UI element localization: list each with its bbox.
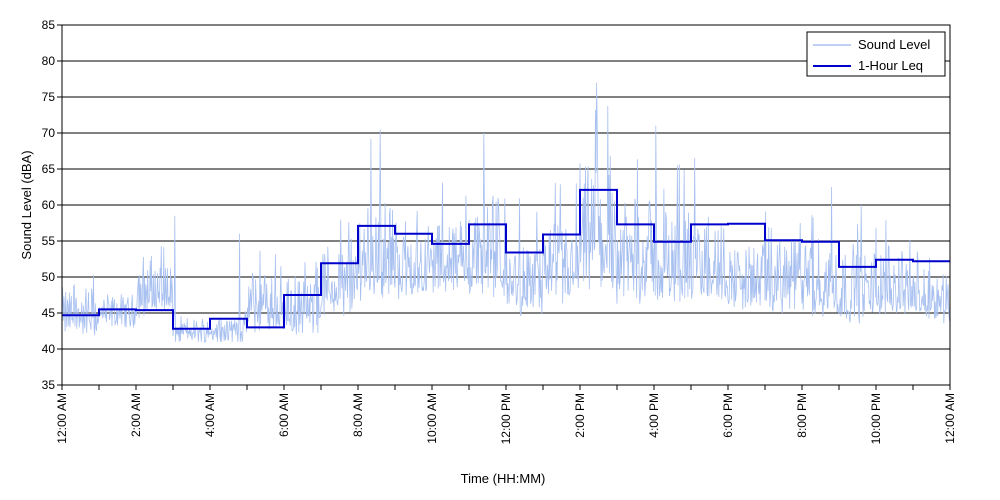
y-tick-label: 60 bbox=[42, 198, 56, 212]
y-tick-label: 85 bbox=[42, 18, 56, 32]
y-tick-label: 70 bbox=[42, 126, 56, 140]
legend-box bbox=[806, 31, 946, 77]
x-tick-label: 8:00 AM bbox=[351, 393, 365, 437]
x-axis-title: Time (HH:MM) bbox=[461, 471, 546, 486]
x-tick-label: 2:00 PM bbox=[573, 393, 587, 438]
x-tick-label: 8:00 PM bbox=[795, 393, 809, 438]
legend-label-1-hour-leq: 1-Hour Leq bbox=[858, 58, 923, 73]
x-tick-label: 6:00 AM bbox=[277, 393, 291, 437]
x-tick-label: 2:00 AM bbox=[129, 393, 143, 437]
y-axis: 35 40 45 50 55 60 65 70 75 80 85 bbox=[42, 18, 62, 392]
x-tick-label: 12:00 AM bbox=[943, 393, 957, 444]
y-tick-label: 45 bbox=[42, 306, 56, 320]
x-tick-label: 4:00 PM bbox=[647, 393, 661, 438]
y-tick-label: 40 bbox=[42, 342, 56, 356]
sound-level-line bbox=[61, 82, 951, 343]
y-tick-label: 55 bbox=[42, 234, 56, 248]
y-tick-label: 75 bbox=[42, 90, 56, 104]
series-1-hour-leq bbox=[62, 188, 950, 330]
y-tick-label: 65 bbox=[42, 162, 56, 176]
series-sound-level bbox=[61, 82, 951, 343]
leq-step-line bbox=[62, 188, 950, 330]
x-axis: 12:00 AM 2:00 AM 4:00 AM 6:00 AM 8:00 AM 10:0… bbox=[55, 385, 957, 444]
y-tick-label: 35 bbox=[42, 378, 56, 392]
x-tick-label: 10:00 AM bbox=[425, 393, 439, 444]
legend-label-sound-level: Sound Level bbox=[858, 37, 930, 52]
x-tick-label: 4:00 AM bbox=[203, 393, 217, 437]
x-tick-label: 12:00 PM bbox=[499, 393, 513, 444]
y-axis-title: Sound Level (dBA) bbox=[19, 150, 34, 259]
legend: Sound Level 1-Hour Leq bbox=[806, 31, 946, 77]
y-tick-label: 50 bbox=[42, 270, 56, 284]
y-tick-label: 80 bbox=[42, 54, 56, 68]
x-tick-label: 10:00 PM bbox=[869, 393, 883, 444]
x-tick-label: 6:00 PM bbox=[721, 393, 735, 438]
x-tick-label: 12:00 AM bbox=[55, 393, 69, 444]
